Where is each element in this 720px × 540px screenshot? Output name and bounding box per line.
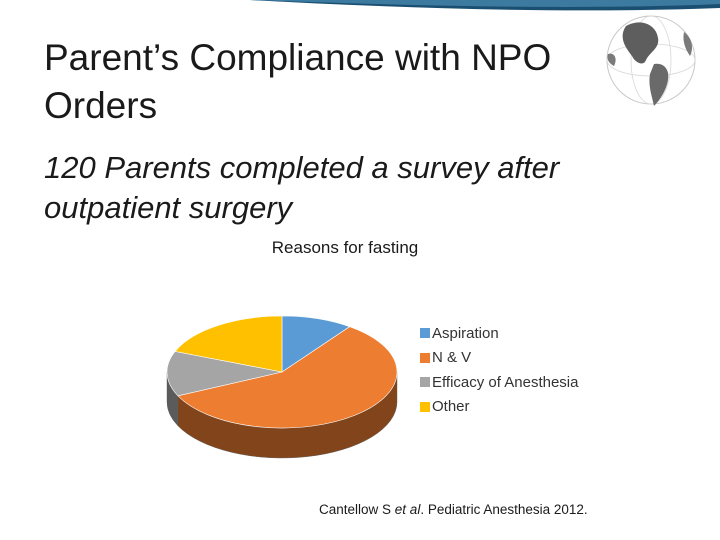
banner-wave	[0, 0, 720, 11]
chart-legend: Aspiration N & V Efficacy of Anesthesia Oth…	[420, 321, 578, 419]
legend-swatch	[420, 401, 430, 412]
legend-label: Aspiration	[432, 324, 499, 342]
legend-item-aspiration: Aspiration	[420, 321, 578, 346]
pie-slice-other	[174, 315, 283, 373]
citation-authors: Cantellow S	[319, 502, 395, 517]
slide-subtitle: 120 Parents completed a survey after out…	[44, 150, 560, 225]
legend-label: Other	[432, 398, 470, 416]
legend-swatch	[420, 352, 430, 363]
legend-item-efficacy-of-anesthesia: Efficacy of Anesthesia	[420, 370, 578, 395]
pie-slice-aspiration	[281, 315, 351, 373]
citation: Cantellow S et al. Pediatric Anesthesia …	[319, 502, 588, 517]
slide-title: Parent’s Compliance with NPO Orders	[44, 37, 552, 126]
chart-title: Reasons for fasting	[271, 238, 419, 257]
pie-slice-n-and-v	[177, 326, 398, 429]
globe-icon	[606, 15, 696, 106]
legend-label: Efficacy of Anesthesia	[432, 373, 579, 391]
legend-swatch	[420, 328, 430, 339]
citation-rest: . Pediatric Anesthesia 2012.	[420, 502, 588, 517]
legend-swatch	[420, 377, 430, 388]
pie-chart	[166, 315, 398, 459]
legend-item-n-and-v: N & V	[420, 346, 578, 371]
citation-etal: et al	[394, 502, 421, 517]
legend-label: N & V	[432, 349, 472, 367]
legend-item-other: Other	[420, 395, 578, 420]
pie-slice-efficacy-of-anesthesia	[166, 351, 283, 397]
